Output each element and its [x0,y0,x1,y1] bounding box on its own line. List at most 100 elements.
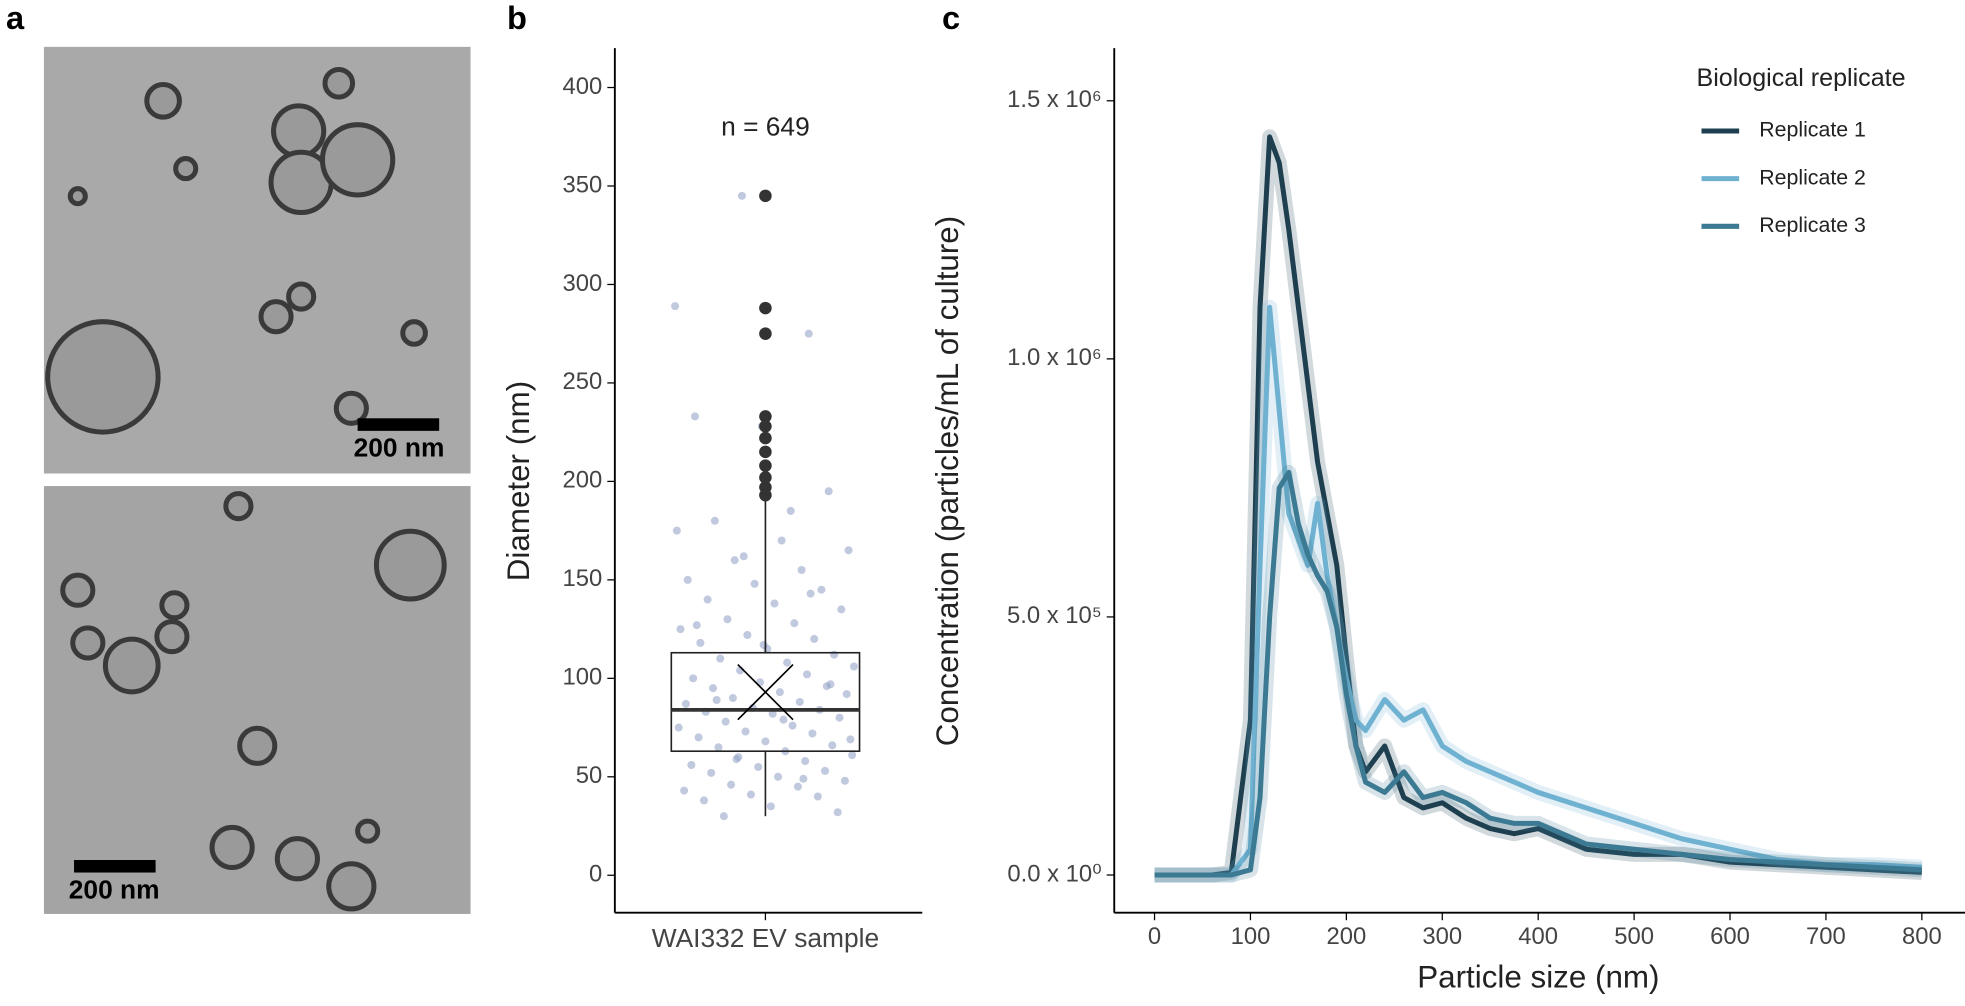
point [793,782,802,791]
point [770,599,779,608]
point [790,619,799,628]
y-tick-label: 350 [563,171,603,198]
point [721,717,730,726]
y-tick-label: 250 [563,368,603,395]
point [777,536,786,545]
point [730,556,739,565]
x-tick-label: 100 [1231,923,1271,950]
x-tick-label: 700 [1806,923,1846,950]
point [696,638,705,647]
ribbon [1154,464,1923,883]
vesicles [45,66,447,912]
point [672,526,681,535]
point [699,796,709,805]
point [801,757,810,766]
point [683,575,692,584]
point [707,768,716,777]
point [746,790,755,799]
scale-bar-label: 200 nm [354,433,445,463]
line [1154,304,1922,878]
x-tick-label: 400 [1518,923,1558,950]
point [716,654,725,663]
legend-label: Replicate 2 [1759,165,1866,189]
point [821,766,830,775]
point [848,751,857,760]
annotation: n = 649 [721,111,810,141]
point [840,776,849,785]
point [846,735,855,744]
point [714,743,723,752]
y-tick-label: 300 [563,270,603,297]
point [768,709,777,718]
point [680,786,689,795]
point [727,780,736,789]
panel-label: c [942,0,960,36]
legend-title: Biological replicate [1696,64,1905,92]
legend-label: Replicate 1 [1759,118,1866,142]
point [754,762,763,771]
point [723,615,732,624]
outlier [759,445,772,459]
point [804,329,813,338]
point [813,792,822,801]
outlier [759,301,772,315]
outlier [759,459,772,472]
point [808,729,817,738]
point [671,302,680,311]
x-tick-label: 800 [1902,923,1942,950]
y-axis-title: Concentration (particles/mL of culture) [930,216,965,746]
point [674,723,683,732]
point [766,802,775,811]
x-tick-label: 200 [1326,923,1366,950]
point [761,737,770,746]
point [783,658,792,667]
point [690,412,699,421]
point [737,191,746,200]
point [687,760,696,770]
x-tick-label: 600 [1710,923,1750,950]
point [826,680,835,689]
outlier [759,431,772,445]
y-tick-label: 1.0 x 10⁶ [1007,344,1102,371]
outlier [759,419,772,433]
panel-label: a [6,0,25,36]
point [728,694,737,703]
point [844,546,853,555]
point [676,625,685,634]
point [750,579,759,588]
point [849,662,858,671]
y-tick-label: 0.0 x 10⁰ [1007,860,1101,887]
x-axis-title: Particle size (nm) [1417,959,1659,994]
point [830,650,839,659]
y-tick-label: 150 [563,565,603,592]
x-tick-label: 300 [1422,923,1462,950]
scale-bar [74,859,156,873]
point [712,695,721,705]
mean-marker [737,663,794,721]
outlier [759,471,772,484]
point [810,634,819,643]
point [802,670,811,679]
y-tick-label: 100 [563,664,603,691]
scale-bar [357,418,440,431]
point [703,595,712,604]
y-tick-label: 5.0 x 10⁵ [1007,602,1102,629]
point [797,566,806,575]
point [755,678,765,687]
outlier [759,488,772,502]
point [835,713,844,722]
line [1154,469,1922,878]
point [692,621,701,630]
point [786,506,795,515]
point [689,674,698,683]
point [681,699,690,708]
point [719,812,728,821]
legend-label: Replicate 3 [1759,213,1866,237]
scale-bar-label: 200 nm [69,874,160,904]
y-axis-title: Diameter (nm) [501,381,536,581]
x-tick-label: WAI332 EV sample [652,923,879,953]
x-tick-label: 500 [1614,923,1654,950]
outlier [759,327,772,340]
micrographs: 200 nm 200 nm [43,46,471,914]
point [774,772,783,781]
